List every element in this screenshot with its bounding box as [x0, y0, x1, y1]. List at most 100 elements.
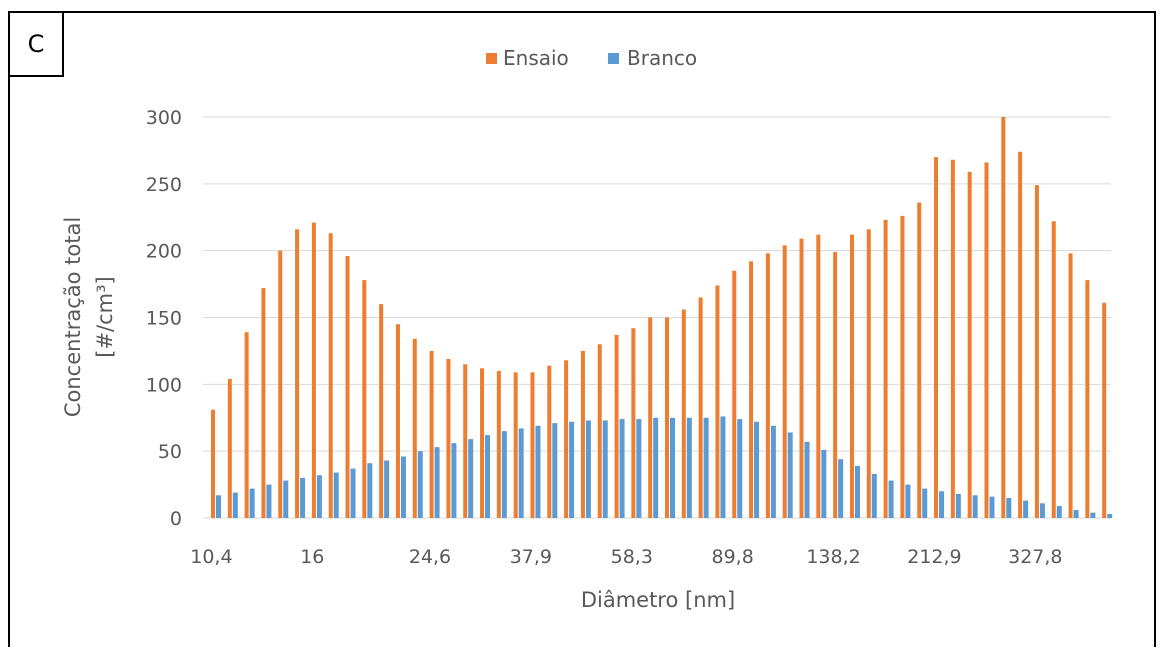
legend-swatch-branco	[608, 53, 619, 64]
bar-branco-1	[232, 492, 238, 518]
x-tick-label: 212,9	[907, 546, 961, 568]
y-tick-label: 200	[146, 241, 182, 263]
bar-branco-50	[1056, 505, 1062, 518]
bar-branco-3	[266, 484, 272, 518]
bars	[211, 117, 1113, 519]
bar-ensaio-9	[362, 280, 367, 518]
bar-branco-31	[737, 419, 743, 518]
bar-ensaio-44	[950, 159, 955, 518]
bar-ensaio-38	[849, 234, 854, 518]
y-axis-title-line2: [#/cm³]	[93, 276, 117, 357]
y-axis-title: Concentração total [#/cm³]	[61, 217, 117, 417]
bar-ensaio-43	[934, 157, 939, 518]
x-tick-label: 327,8	[1008, 546, 1062, 568]
y-tick-label: 250	[146, 174, 182, 196]
bar-branco-14	[451, 443, 457, 518]
y-tick-labels: 0 50 100 150 200 250 300	[146, 107, 182, 530]
bar-ensaio-35	[799, 238, 804, 518]
bar-branco-12	[417, 451, 423, 518]
bar-ensaio-30	[715, 285, 720, 518]
bar-ensaio-12	[412, 338, 417, 518]
bar-branco-48	[1023, 500, 1029, 518]
bar-ensaio-36	[816, 234, 821, 518]
bar-ensaio-22	[580, 350, 585, 518]
bar-branco-4	[283, 480, 289, 518]
bar-branco-46	[989, 496, 995, 518]
bar-branco-34	[787, 432, 793, 518]
bar-ensaio-42	[917, 202, 922, 519]
y-axis-title-line1: Concentração total	[61, 217, 85, 417]
bar-ensaio-18	[513, 372, 518, 518]
bar-ensaio-11	[395, 324, 400, 518]
bar-branco-45	[972, 495, 978, 518]
bar-ensaio-46	[984, 162, 989, 518]
bar-branco-7	[333, 472, 339, 518]
bar-ensaio-17	[496, 370, 501, 518]
bar-branco-23	[602, 420, 608, 518]
x-tick-label: 37,9	[510, 546, 552, 568]
bar-ensaio-33	[765, 253, 770, 518]
panel-label: C	[8, 11, 64, 77]
bar-branco-43	[939, 491, 945, 518]
bar-ensaio-41	[900, 215, 905, 518]
bar-branco-15	[468, 439, 474, 518]
bar-branco-28	[686, 417, 692, 518]
bar-branco-29	[703, 417, 709, 518]
bar-branco-30	[720, 416, 726, 518]
bar-branco-22	[585, 420, 591, 518]
bar-branco-25	[636, 419, 642, 518]
x-axis-title: Diâmetro [nm]	[581, 588, 735, 612]
legend-swatch-ensaio	[486, 53, 497, 64]
bar-ensaio-13	[429, 350, 434, 518]
bar-branco-6	[316, 475, 322, 518]
bar-branco-19	[535, 425, 541, 518]
bar-branco-38	[854, 465, 860, 518]
bar-branco-26	[653, 417, 659, 518]
bar-ensaio-50	[1051, 221, 1056, 518]
legend: Ensaio Branco	[486, 46, 697, 70]
bar-ensaio-21	[564, 360, 569, 518]
bar-ensaio-5	[295, 229, 300, 518]
bar-ensaio-29	[698, 297, 703, 518]
bar-branco-13	[434, 447, 440, 518]
bar-branco-20	[552, 423, 558, 518]
figure-frame	[8, 11, 1156, 647]
bar-ensaio-47	[1001, 117, 1006, 518]
bar-ensaio-10	[379, 304, 384, 518]
legend-label-ensaio: Ensaio	[503, 46, 569, 70]
bar-ensaio-20	[547, 365, 552, 518]
bar-branco-18	[518, 428, 524, 518]
bar-ensaio-40	[883, 219, 888, 519]
bar-ensaio-15	[463, 364, 468, 518]
bar-branco-52	[1090, 512, 1096, 518]
x-tick-label: 16	[300, 546, 324, 568]
bar-branco-47	[1006, 497, 1012, 518]
x-tick-label: 138,2	[806, 546, 860, 568]
bar-ensaio-52	[1085, 280, 1090, 518]
bar-ensaio-3	[261, 288, 266, 518]
bar-branco-2	[249, 488, 255, 518]
bar-branco-27	[670, 417, 675, 518]
bar-ensaio-8	[345, 256, 350, 518]
bar-ensaio-53	[1102, 302, 1107, 518]
bar-ensaio-14	[446, 358, 451, 518]
bar-ensaio-25	[631, 328, 636, 518]
bar-branco-39	[871, 473, 877, 518]
bar-ensaio-34	[782, 245, 787, 518]
y-tick-label: 100	[146, 374, 182, 396]
bar-ensaio-6	[311, 222, 316, 518]
bar-ensaio-2	[244, 332, 249, 518]
bar-ensaio-51	[1068, 253, 1073, 518]
bar-branco-41	[905, 484, 911, 518]
bar-branco-36	[821, 449, 827, 518]
bar-branco-49	[1039, 503, 1045, 518]
bar-branco-8	[350, 468, 356, 518]
bar-branco-21	[569, 421, 575, 518]
bar-ensaio-39	[866, 229, 871, 518]
bar-ensaio-4	[278, 250, 283, 519]
x-tick-label: 24,6	[409, 546, 451, 568]
bar-ensaio-48	[1018, 151, 1023, 518]
bar-ensaio-19	[530, 372, 535, 518]
bar-branco-42	[922, 488, 928, 518]
